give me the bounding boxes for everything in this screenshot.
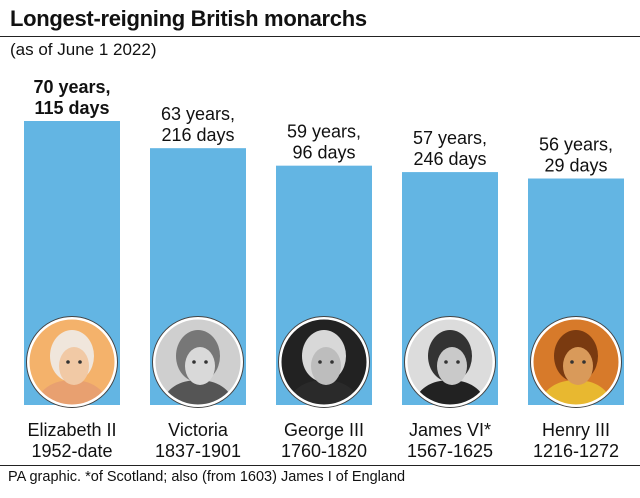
reign-years-label: 1216-1272 [533, 441, 619, 461]
value-label: 70 years, [33, 77, 110, 97]
monarch-name-label: George III [284, 420, 364, 440]
monarch-name-label: James VI* [409, 420, 491, 440]
reign-years-label: 1567-1625 [407, 441, 493, 461]
value-label: 216 days [161, 125, 234, 145]
footer-note: PA graphic. *of Scotland; also (from 160… [8, 469, 406, 485]
monarch-name-label: Henry III [542, 420, 610, 440]
henry-iii-portrait-icon [530, 316, 622, 408]
reign-years-label: 1760-1820 [281, 441, 367, 461]
footer-divider [0, 465, 640, 466]
value-label: 96 days [292, 143, 355, 163]
value-label: 59 years, [287, 122, 361, 142]
value-label: 63 years, [161, 104, 235, 124]
victoria-portrait-icon [152, 316, 244, 408]
value-label: 56 years, [539, 135, 613, 155]
page-title: Longest-reigning British monarchs [10, 6, 367, 31]
value-label: 57 years, [413, 128, 487, 148]
title-divider [0, 36, 640, 37]
james-vi-portrait-icon [404, 316, 496, 408]
monarch-name-label: Elizabeth II [27, 420, 116, 440]
reign-years-label: 1837-1901 [155, 441, 241, 461]
value-label: 29 days [544, 156, 607, 176]
george-iii-portrait-icon [278, 316, 370, 408]
value-label: 115 days [34, 98, 109, 118]
elizabeth-ii-portrait-icon [26, 316, 118, 408]
reign-years-label: 1952-date [31, 441, 112, 461]
value-label: 246 days [413, 149, 486, 169]
monarch-name-label: Victoria [168, 420, 229, 440]
page-subtitle: (as of June 1 2022) [10, 40, 157, 59]
